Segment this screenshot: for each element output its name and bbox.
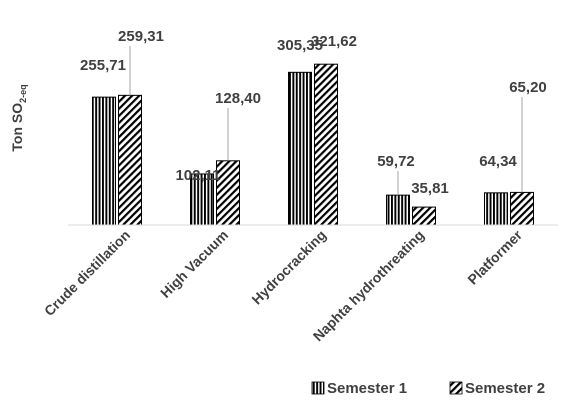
bar-semester-2-platformer [510, 191, 534, 226]
bar-semester-1-naphta-hydrothreating [386, 194, 410, 226]
bar-semester-2-hydrocracking [314, 63, 338, 226]
legend-swatch-semester-1 [311, 381, 325, 395]
data-label-semester-2-platformer: 65,20 [509, 79, 547, 96]
legend-item-semester-1: Semester 1 [311, 380, 407, 397]
data-label-semester-1-platformer: 64,34 [479, 153, 517, 170]
y-axis-label-subscript: 2-eq [18, 84, 28, 103]
svg-text:Ton SO2-eq: Ton SO2-eq [9, 84, 28, 151]
data-label-semester-1-high-vacuum: 102,11 [175, 167, 220, 184]
data-label-semester-1-hydrocracking: 305,35 [277, 37, 323, 54]
category-label-high-vacuum: High Vacuum [157, 227, 231, 301]
data-label-semester-1-crude-distillation: 255,71 [80, 57, 126, 74]
category-labels: Crude distillation High Vacuum Hydrocracki… [41, 226, 526, 344]
bar-semester-1-crude-distillation [92, 96, 116, 226]
data-label-semester-2-high-vacuum: 128,40 [215, 90, 261, 107]
bar-semester-1-platformer [484, 192, 508, 226]
legend-swatch-semester-2 [449, 381, 463, 395]
bar-semester-2-crude-distillation [118, 94, 142, 226]
legend-item-semester-2: Semester 2 [449, 380, 545, 397]
legend: Semester 1 Semester 2 [311, 380, 545, 397]
bars [92, 63, 534, 226]
legend-label-semester-1: Semester 1 [327, 380, 407, 397]
bar-semester-2-naphta-hydrothreating [412, 206, 436, 226]
data-label-semester-2-naphta-hydrothreating: 35,81 [411, 180, 449, 197]
category-label-crude-distillation: Crude distillation [41, 227, 133, 319]
data-label-semester-1-naphta-hydrothreating: 59,72 [377, 153, 415, 170]
y-axis-label: Ton SO2-eq [9, 84, 28, 151]
bar-semester-1-hydrocracking [288, 71, 312, 226]
category-label-naphta-hydrothreating: Naphta hydrothreating [310, 227, 427, 344]
category-label-hydrocracking: Hydrocracking [248, 227, 329, 308]
y-axis-label-main: Ton SO [9, 103, 25, 152]
data-label-semester-2-crude-distillation: 259,31 [118, 28, 164, 45]
data-label-semester-2-hydrocracking: 321,62 [311, 33, 357, 50]
legend-label-semester-2: Semester 2 [465, 380, 545, 397]
category-label-platformer: Platformer [464, 226, 525, 287]
leader-lines [129, 46, 523, 196]
